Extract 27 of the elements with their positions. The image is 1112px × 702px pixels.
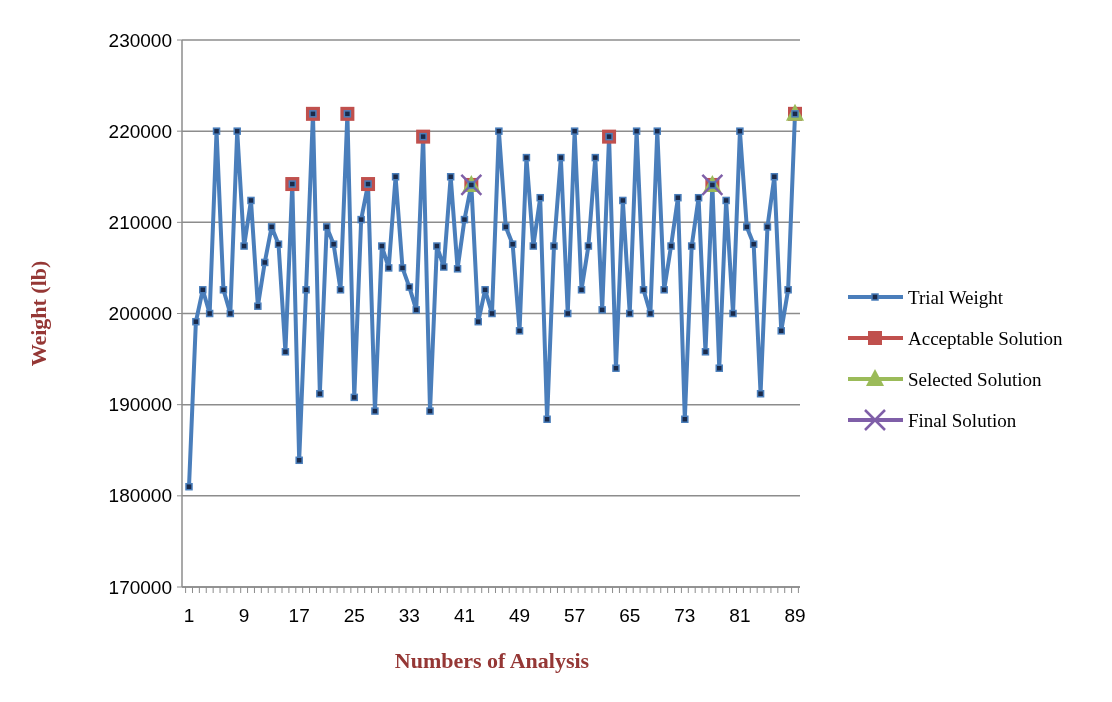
y-tick-label: 200000 <box>108 303 172 325</box>
y-tick-label: 230000 <box>108 29 172 51</box>
y-axis-title: Weight (lb) <box>26 260 51 367</box>
x-axis-title: Numbers of Analysis <box>394 648 590 673</box>
x-tick-label: 65 <box>619 605 641 626</box>
point <box>460 173 483 197</box>
point <box>701 173 724 197</box>
x-tick-label: 89 <box>784 605 806 626</box>
x-tick-label: 49 <box>508 605 531 626</box>
y-tick-label: 190000 <box>108 394 172 416</box>
x-tick-label: 41 <box>453 605 476 626</box>
x-tick-label: 57 <box>564 605 586 626</box>
x-tick-label: 1 <box>183 605 195 626</box>
legend-label: Acceptable Solution <box>908 327 1064 349</box>
y-tick-label: 170000 <box>108 576 172 598</box>
x-tick-label: 81 <box>729 605 751 626</box>
y-tick-label: 210000 <box>108 211 172 233</box>
x-tick-label: 33 <box>398 605 420 626</box>
legend-label: Trial Weight <box>908 286 1004 308</box>
x-tick-label: 17 <box>288 605 310 626</box>
y-tick-label: 220000 <box>108 120 172 142</box>
y-tick-label: 180000 <box>108 485 172 507</box>
legend-label: Selected Solution <box>908 368 1043 390</box>
legend-label: Final Solution <box>908 409 1017 431</box>
x-tick-label: 73 <box>674 605 696 626</box>
x-tick-label: 25 <box>343 605 365 626</box>
x-tick-label: 9 <box>238 605 250 626</box>
